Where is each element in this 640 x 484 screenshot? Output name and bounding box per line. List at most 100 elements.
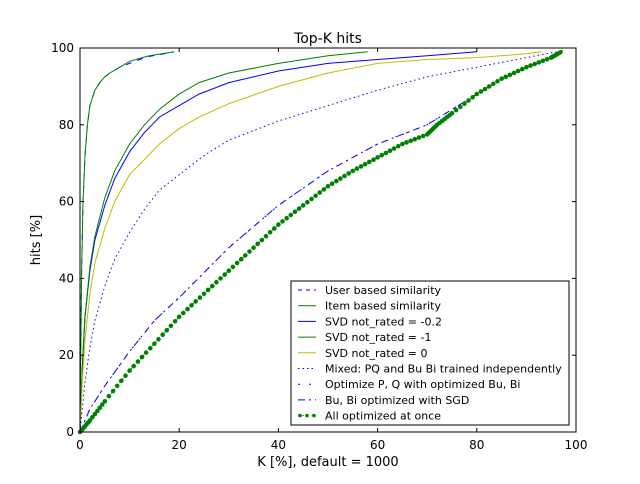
legend-marker [298, 413, 302, 418]
series-marker-9 [114, 383, 120, 389]
legend-label-7: Optimize P, Q with optimized Bu, Bi [325, 378, 520, 391]
series-marker-9 [234, 260, 240, 266]
x-axis-label: K [%], default = 1000 [257, 455, 398, 470]
series-marker-9 [284, 215, 290, 221]
axis-ticks: 0 20 40 60 80 100 0 20 40 60 80 100 [51, 41, 587, 452]
series-marker-9 [317, 190, 323, 195]
series-marker-9 [102, 399, 108, 404]
series-marker-9 [379, 152, 385, 158]
series-marker-9 [511, 70, 517, 76]
series-marker-9 [412, 136, 418, 142]
series-marker-9 [342, 173, 347, 179]
series-marker-9 [92, 411, 98, 417]
series-marker-9 [491, 81, 496, 87]
series-marker-9 [350, 168, 356, 174]
y-tick-label: 100 [51, 41, 74, 55]
plot-frame [79, 47, 577, 433]
series-line-6 [79, 51, 557, 433]
series-marker-9 [255, 241, 261, 247]
series-marker-9 [251, 245, 256, 250]
series-marker-9 [375, 155, 380, 160]
series-marker-9 [449, 111, 455, 116]
series-marker-9 [313, 193, 318, 199]
y-tick-label: 20 [59, 348, 74, 362]
series-marker-9 [466, 98, 471, 103]
series-marker-9 [205, 287, 211, 293]
series-marker-9 [263, 233, 269, 239]
series-marker-9 [309, 196, 314, 202]
series-marker-9 [148, 345, 153, 351]
series-marker-9 [486, 84, 492, 89]
series-marker-9 [391, 146, 397, 151]
plot-area [77, 50, 563, 435]
series-marker-9 [131, 363, 136, 369]
series-marker-9 [214, 279, 219, 285]
series-marker-9 [507, 72, 513, 78]
series-marker-9 [334, 178, 339, 184]
series-line-4 [79, 51, 368, 433]
x-tick-label: 80 [469, 438, 484, 452]
series-marker-9 [123, 373, 128, 379]
series-marker-9 [458, 104, 463, 110]
series-marker-9 [189, 303, 194, 308]
x-tick-label: 40 [271, 438, 286, 452]
x-tick-label: 100 [565, 438, 588, 452]
series-marker-9 [288, 212, 294, 218]
series-marker-9 [532, 61, 538, 67]
series-marker-9 [544, 56, 550, 62]
series-line-2 [79, 51, 175, 433]
series-marker-9 [139, 354, 145, 360]
y-axis-label: hits [%] [29, 215, 44, 265]
series-marker-9 [247, 249, 252, 254]
legend-label-6: Mixed: PQ and Bu Bi trained independentl… [325, 363, 562, 376]
series-marker-9 [367, 159, 372, 165]
series-marker-9 [218, 276, 223, 281]
legend-label-3: SVD not_rated = -0.2 [325, 315, 442, 328]
series-marker-9 [396, 143, 401, 149]
series-marker-9 [280, 219, 285, 224]
x-tick-label: 20 [172, 438, 187, 452]
series-marker-9 [106, 393, 112, 399]
series-marker-9 [482, 86, 488, 92]
series-marker-9 [259, 237, 265, 243]
series-marker-9 [90, 415, 95, 420]
series-marker-9 [383, 150, 389, 156]
legend-marker [312, 413, 316, 418]
series-marker-9 [168, 323, 174, 329]
series-marker-9 [528, 63, 533, 68]
series-marker-9 [338, 176, 343, 181]
series-marker-9 [420, 133, 426, 139]
series-marker-9 [276, 222, 281, 227]
y-tick-label: 0 [66, 425, 74, 439]
series-marker-9 [453, 107, 459, 113]
series-marker-9 [238, 256, 244, 262]
series-marker-9 [267, 230, 273, 235]
series-marker-9 [201, 291, 207, 297]
series-marker-9 [358, 164, 364, 169]
x-tick-label: 0 [76, 438, 84, 452]
series-marker-9 [127, 368, 132, 373]
legend-label-5: SVD not_rated = 0 [325, 347, 428, 360]
series-marker-9 [135, 359, 141, 364]
series-marker-9 [292, 209, 298, 215]
series-marker-9 [152, 341, 157, 347]
series-marker-9 [160, 332, 165, 338]
series-marker-9 [156, 336, 161, 342]
series-marker-9 [462, 101, 467, 106]
legend-label-4: SVD not_rated = -1 [325, 331, 432, 344]
series-marker-9 [515, 68, 521, 74]
legend-label-9: All optimized at once [325, 410, 441, 423]
series-marker-9 [325, 183, 331, 189]
series-marker-9 [404, 140, 409, 145]
series-marker-9 [305, 199, 310, 205]
series-marker-9 [474, 91, 480, 97]
series-marker-9 [495, 79, 500, 84]
series-marker-9 [296, 206, 302, 211]
y-tick-label: 80 [59, 118, 74, 132]
legend-marker [305, 413, 309, 418]
series-marker-9 [181, 310, 186, 316]
series-marker-9 [371, 157, 376, 162]
series-marker-9 [520, 66, 525, 72]
